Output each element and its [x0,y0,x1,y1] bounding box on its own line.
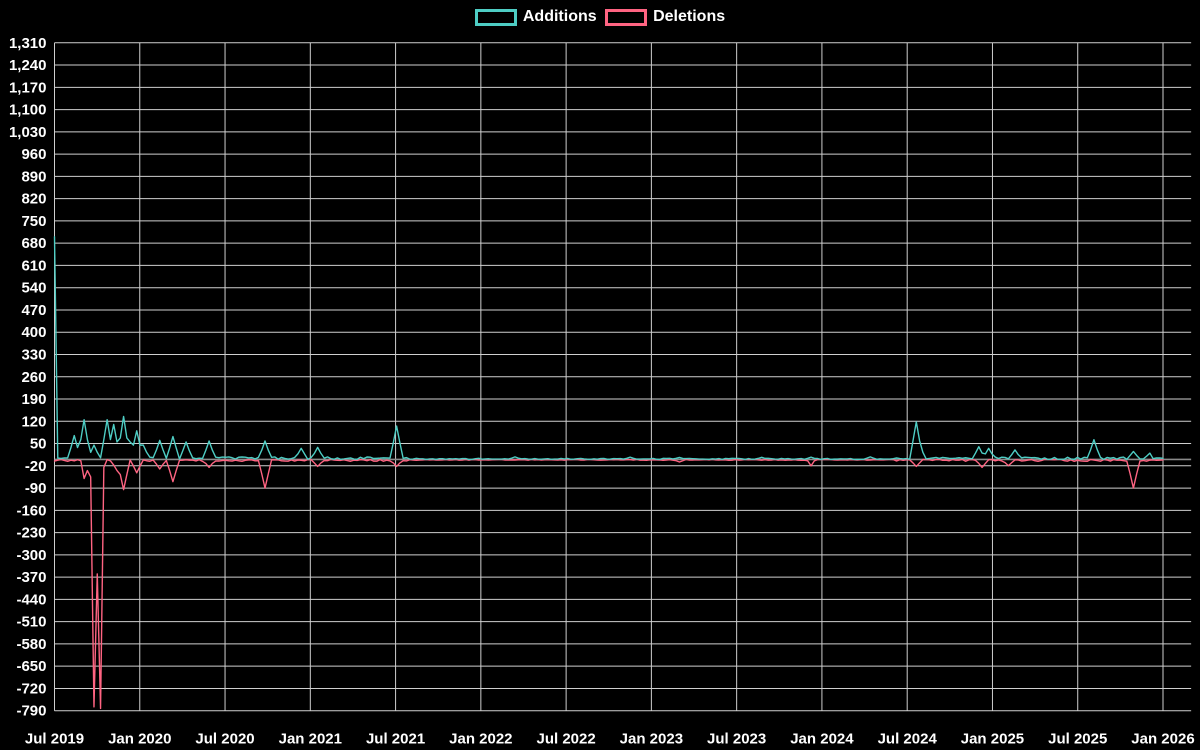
svg-text:Jan 2021: Jan 2021 [279,731,342,748]
svg-text:Jul 2022: Jul 2022 [537,731,596,748]
svg-text:-790: -790 [16,703,46,720]
svg-text:1,030: 1,030 [9,124,47,141]
svg-text:1,240: 1,240 [9,57,47,74]
svg-text:Jan 2022: Jan 2022 [449,731,512,748]
svg-text:-230: -230 [16,525,46,542]
svg-text:Jul 2025: Jul 2025 [1048,731,1107,748]
svg-text:-90: -90 [25,480,47,497]
svg-text:960: 960 [21,146,46,163]
svg-text:Jan 2026: Jan 2026 [1131,731,1194,748]
svg-text:190: 190 [21,391,46,408]
svg-text:Jan 2025: Jan 2025 [961,731,1024,748]
svg-text:Jan 2020: Jan 2020 [108,731,171,748]
svg-text:50: 50 [30,436,47,453]
svg-text:-440: -440 [16,591,46,608]
svg-text:330: 330 [21,346,46,363]
svg-text:260: 260 [21,369,46,386]
svg-text:540: 540 [21,280,46,297]
svg-text:-510: -510 [16,614,46,631]
svg-text:Jul 2020: Jul 2020 [195,731,254,748]
svg-text:-580: -580 [16,636,46,653]
svg-text:1,100: 1,100 [9,102,47,119]
svg-text:610: 610 [21,257,46,274]
svg-text:-720: -720 [16,680,46,697]
svg-text:-650: -650 [16,658,46,675]
svg-text:Jul 2021: Jul 2021 [366,731,425,748]
svg-text:-300: -300 [16,547,46,564]
svg-text:Jul 2023: Jul 2023 [707,731,766,748]
svg-text:470: 470 [21,302,46,319]
svg-text:Jan 2023: Jan 2023 [620,731,683,748]
svg-text:750: 750 [21,213,46,230]
svg-text:-20: -20 [25,458,47,475]
svg-text:400: 400 [21,324,46,341]
svg-text:820: 820 [21,191,46,208]
svg-text:Jan 2024: Jan 2024 [790,731,854,748]
svg-text:-370: -370 [16,569,46,586]
svg-text:Jul 2024: Jul 2024 [878,731,938,748]
svg-text:890: 890 [21,168,46,185]
svg-text:Jul 2019: Jul 2019 [25,731,84,748]
svg-text:-160: -160 [16,502,46,519]
svg-text:120: 120 [21,413,46,430]
svg-text:680: 680 [21,235,46,252]
svg-text:1,170: 1,170 [9,79,47,96]
svg-text:1,310: 1,310 [9,35,47,52]
